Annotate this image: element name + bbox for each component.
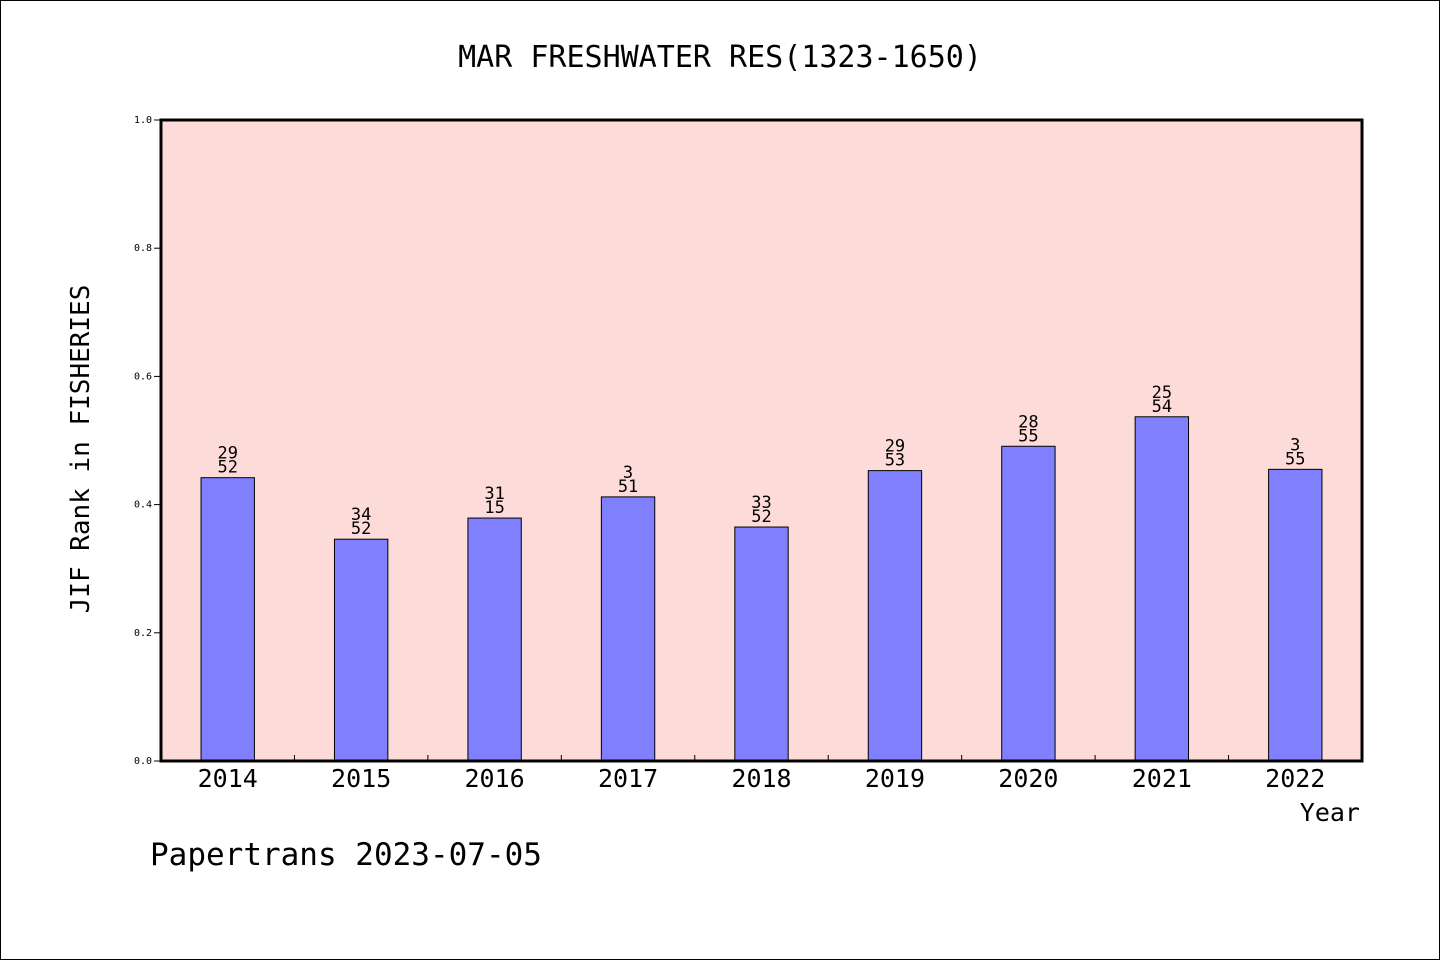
- x-tick-label-2015: 2015: [331, 764, 391, 793]
- data-label-bottom-2020: 55: [1018, 426, 1038, 446]
- bar-2015: [333, 538, 389, 762]
- x-tick-label-2022: 2022: [1265, 764, 1325, 793]
- data-label-top-2022: 3: [1290, 435, 1300, 455]
- x-tick-label-2014: 2014: [198, 764, 258, 793]
- data-label-top-2021: 25: [1152, 383, 1172, 403]
- bar-2017: [600, 496, 656, 762]
- x-tick-label-2019: 2019: [865, 764, 925, 793]
- data-label-bottom-2021: 54: [1152, 397, 1172, 417]
- data-label-bottom-2014: 52: [217, 458, 237, 478]
- data-label-top-2016: 31: [484, 484, 504, 504]
- y-axis-label: JIF Rank in FISHERIES: [66, 285, 96, 614]
- data-label-top-2019: 29: [885, 437, 905, 457]
- x-tick-label-2020: 2020: [998, 764, 1058, 793]
- data-label-top-2015: 34: [351, 505, 371, 525]
- bar-2022: [1268, 468, 1323, 762]
- x-tick-label-2017: 2017: [598, 764, 658, 793]
- data-label-bottom-2015: 52: [351, 519, 371, 539]
- y-tick-label: 0.8: [134, 243, 152, 254]
- bar-2020: [1001, 445, 1056, 762]
- data-label-bottom-2019: 53: [885, 451, 905, 471]
- bar-2021: [1134, 416, 1190, 762]
- x-tick-label-2016: 2016: [465, 764, 525, 793]
- data-label-top-2014: 29: [217, 444, 237, 464]
- y-tick-label: 1.0: [134, 115, 152, 126]
- data-label-top-2018: 33: [751, 493, 771, 513]
- y-tick-label: 0.4: [134, 500, 152, 511]
- data-label-bottom-2016: 15: [484, 498, 504, 518]
- y-tick-label: 0.0: [134, 756, 152, 767]
- plot-border: [159, 118, 1364, 763]
- y-tick-label: 0.2: [134, 628, 152, 639]
- chart-title: MAR FRESHWATER RES(1323-1650): [458, 40, 982, 75]
- x-tick-label-2018: 2018: [731, 764, 791, 793]
- data-label-bottom-2022: 55: [1285, 449, 1305, 469]
- bar-2014: [200, 477, 255, 762]
- x-axis-label: Year: [1300, 798, 1360, 827]
- bar-2019: [867, 470, 923, 762]
- bar-2018: [734, 526, 789, 762]
- data-label-bottom-2017: 51: [618, 477, 638, 497]
- y-tick-label: 0.6: [134, 371, 152, 382]
- data-label-top-2017: 3: [623, 463, 633, 483]
- data-label-top-2020: 28: [1018, 412, 1038, 432]
- x-tick-label-2021: 2021: [1132, 764, 1192, 793]
- watermark-text: Papertrans 2023-07-05: [150, 837, 542, 873]
- data-label-bottom-2018: 52: [751, 507, 771, 527]
- bar-2016: [467, 517, 522, 762]
